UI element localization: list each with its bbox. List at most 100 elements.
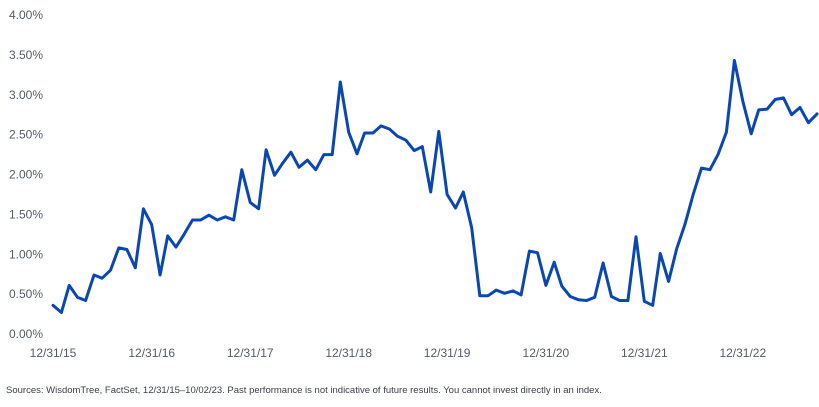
series-layer [51,59,819,314]
data-point [224,215,227,218]
data-point [544,284,548,287]
data-point [371,131,375,135]
data-point [413,149,416,152]
data-point [273,174,276,177]
data-point [191,218,194,222]
data-point [659,252,662,255]
y-tick-label: 0.50% [9,287,43,301]
data-point [618,299,621,302]
data-point [462,190,465,194]
data-point [134,266,137,269]
data-point [553,261,556,264]
x-tick-label: 12/31/15 [30,346,77,360]
data-point [782,96,785,100]
data-point [716,153,720,156]
data-point [51,304,55,307]
data-point [355,152,359,155]
data-point [667,280,670,283]
data-point [634,235,638,238]
data-point [692,193,695,196]
series-line [51,59,819,314]
data-point [610,295,613,298]
y-tick-label: 3.50% [9,48,43,62]
x-tick-label: 12/31/20 [523,346,570,360]
data-point [757,108,760,112]
source-note: Sources: WisdomTree, FactSet, 12/31/15–1… [6,385,602,396]
data-point [807,121,810,124]
data-point [495,288,498,292]
data-point [470,226,473,230]
data-point [207,214,211,217]
data-point [289,151,293,154]
data-point [708,168,712,171]
data-point [216,218,219,222]
data-point [454,206,457,210]
data-point [257,207,260,210]
data-point [363,131,366,135]
y-tick-label: 2.00% [9,168,43,182]
data-point [84,299,87,302]
data-point [404,139,408,142]
data-point [109,269,112,272]
data-point [569,295,572,298]
data-point [429,190,432,194]
data-point [511,289,515,293]
data-point [306,158,309,162]
data-point [297,166,301,169]
y-tick-label: 1.00% [9,247,43,261]
data-point [314,168,317,171]
data-point [478,294,481,297]
data-point [68,284,71,287]
data-point [76,296,79,299]
y-tick-label: 1.50% [9,207,43,221]
data-point [503,292,506,295]
data-point [741,99,744,103]
data-point [643,300,646,303]
data-point [264,148,268,151]
data-point [339,80,342,84]
data-point [577,298,580,301]
data-point [249,201,252,204]
x-tick-label: 12/31/17 [227,346,274,360]
data-point [601,261,605,265]
x-tick-label: 12/31/18 [325,346,372,360]
data-point [125,248,129,251]
data-point [536,251,539,254]
data-point [322,153,326,156]
data-point [675,247,678,250]
data-point [388,127,391,131]
data-point [182,233,186,236]
data-point [158,273,162,277]
data-point [486,294,490,297]
data-point [100,277,104,280]
data-point [774,98,777,101]
data-point [725,131,728,134]
data-point [396,135,399,138]
data-point [790,113,793,116]
data-point [626,299,630,302]
y-tick-label: 3.00% [9,88,43,102]
data-point [240,168,243,171]
data-point [651,304,654,307]
data-point [421,145,424,148]
data-point [798,106,802,109]
data-point [445,193,449,196]
data-point [142,207,145,210]
y-tick-label: 0.00% [9,327,43,341]
data-point [281,162,284,165]
data-point [593,296,596,299]
data-point [683,222,687,226]
data-point [815,112,819,116]
x-tick-label: 12/31/19 [424,346,471,360]
data-point [519,293,523,297]
x-tick-label: 12/31/16 [128,346,175,360]
data-point [199,218,202,222]
y-tick-label: 2.50% [9,128,43,142]
data-point [750,132,753,135]
data-point [733,59,736,62]
data-point [166,234,169,238]
data-point [150,223,153,226]
data-point [700,166,703,170]
data-point [232,218,235,222]
